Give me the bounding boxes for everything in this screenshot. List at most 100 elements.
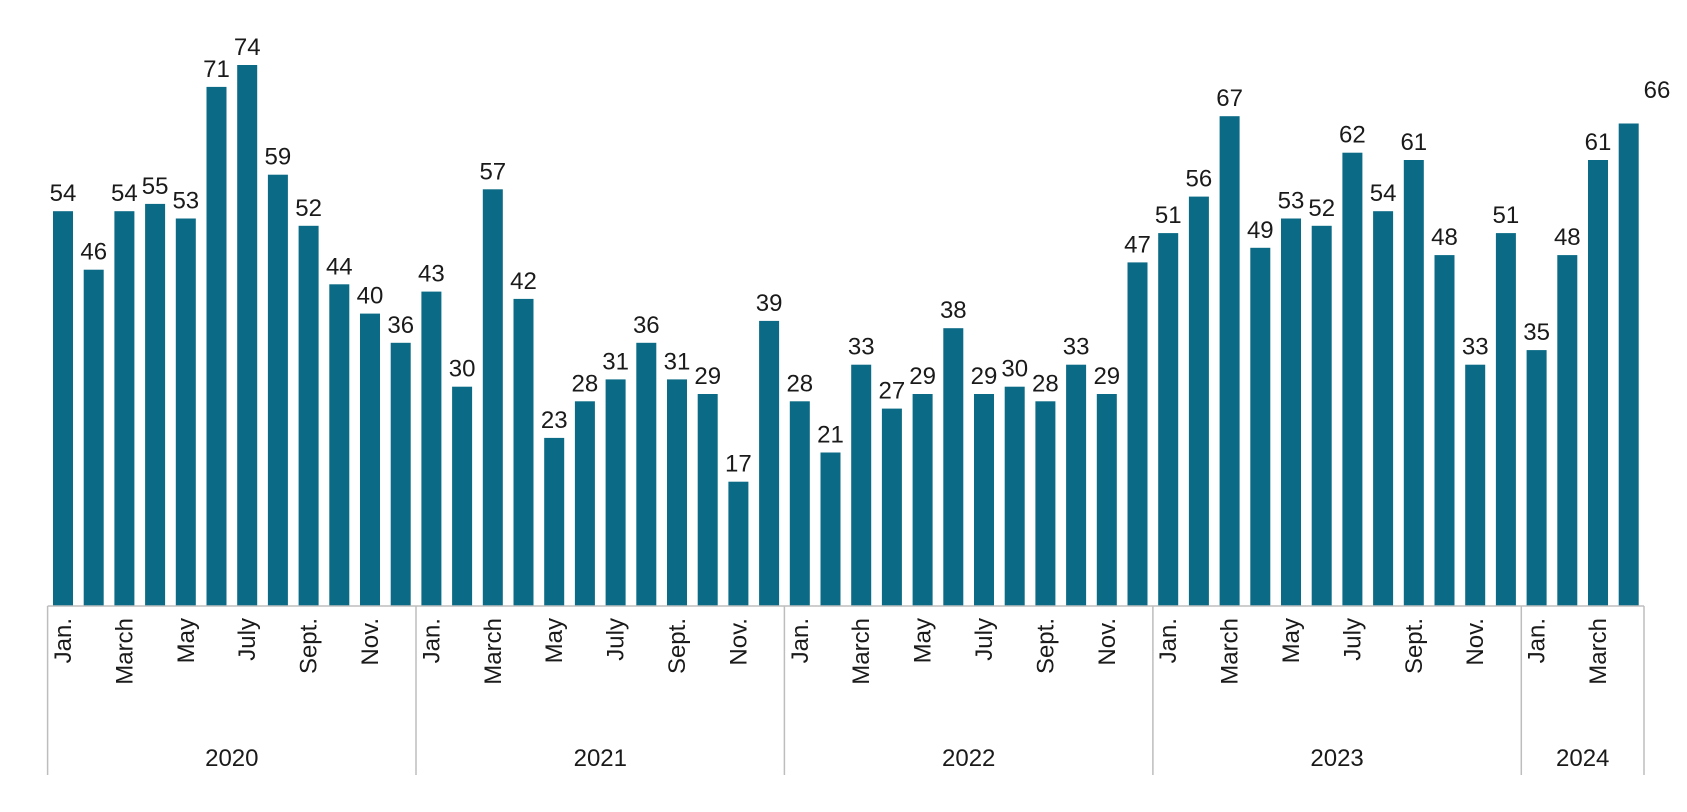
year-label: 2020: [205, 745, 258, 772]
bar: [1311, 225, 1332, 607]
value-label: 39: [756, 290, 783, 317]
bar: [237, 65, 258, 606]
month-labels-group: Jan. March May July Sept. Nov. Jan. March May Jul…: [50, 618, 1612, 685]
year-label: 2024: [1556, 745, 1609, 772]
bar: [1035, 401, 1056, 606]
bar: [759, 320, 780, 606]
bar: [544, 437, 565, 606]
bar: [1526, 350, 1547, 606]
value-label: 54: [1370, 180, 1397, 207]
bar: [851, 364, 872, 606]
value-label: 56: [1186, 166, 1213, 193]
bar: [1403, 160, 1424, 606]
value-label: 48: [1431, 224, 1458, 251]
value-label: 46: [80, 239, 107, 266]
value-label: 43: [418, 261, 445, 288]
bar: [789, 401, 810, 606]
bar: [421, 291, 442, 606]
bar: [114, 211, 135, 606]
value-label: 47: [1124, 231, 1151, 258]
bar: [1188, 196, 1209, 606]
value-label: 61: [1585, 129, 1612, 156]
bar: [1588, 160, 1608, 606]
value-label: 17: [725, 451, 752, 478]
bar: [1127, 262, 1148, 606]
value-label: 40: [357, 283, 384, 310]
month-label: Jan.: [1155, 618, 1182, 663]
month-label: Jan.: [1524, 618, 1551, 663]
value-label: 54: [50, 180, 77, 207]
bar: [1618, 123, 1639, 606]
bar: [728, 481, 749, 606]
month-label: July: [234, 618, 261, 661]
month-label: Sept.: [296, 618, 323, 674]
bar: [1373, 211, 1394, 606]
value-label: 33: [848, 334, 875, 361]
bar: [1557, 255, 1578, 606]
month-label: Sept.: [1401, 618, 1428, 674]
month-label: July: [971, 618, 998, 661]
month-label: March: [480, 618, 507, 685]
value-label: 71: [203, 56, 230, 83]
bar: [1158, 233, 1179, 606]
bar: [574, 401, 595, 606]
bar: [667, 379, 687, 606]
month-label: Sept.: [1032, 618, 1059, 674]
value-label: 53: [1278, 188, 1305, 215]
value-label: 44: [326, 253, 353, 280]
month-label: May: [910, 618, 937, 663]
year-label: 2023: [1310, 745, 1363, 772]
month-label: Nov.: [357, 618, 384, 666]
bar: [53, 211, 73, 606]
value-label: 52: [295, 195, 322, 222]
month-label: Nov.: [1094, 618, 1121, 666]
year-label: 2021: [574, 745, 627, 772]
month-label: March: [848, 618, 875, 685]
value-label: 62: [1339, 122, 1366, 149]
value-label: 74: [234, 34, 261, 61]
month-label: May: [173, 618, 200, 663]
month-label: July: [603, 618, 630, 661]
value-label: 67: [1216, 85, 1243, 112]
bars-group: [53, 65, 1639, 607]
month-label: May: [1278, 618, 1305, 663]
value-label: 51: [1155, 202, 1182, 229]
bar: [974, 394, 994, 606]
bar: [1281, 218, 1301, 606]
bar: [1219, 116, 1240, 606]
value-label: 31: [602, 348, 629, 375]
bar: [175, 218, 196, 606]
bar: [1096, 394, 1117, 606]
bar: [1250, 247, 1271, 607]
value-label: 33: [1063, 334, 1090, 361]
value-label: 31: [664, 348, 691, 375]
bar: [513, 298, 534, 606]
bar: [943, 328, 964, 606]
value-label: 49: [1247, 217, 1274, 244]
bar: [912, 394, 933, 606]
value-label: 51: [1493, 202, 1520, 229]
month-label: March: [1217, 618, 1244, 685]
bar: [881, 408, 902, 606]
bar: [145, 203, 166, 606]
value-label: 33: [1462, 334, 1489, 361]
bar: [360, 313, 380, 606]
value-label: 28: [1032, 370, 1059, 397]
bar: [820, 452, 841, 606]
bar: [452, 386, 473, 606]
bar: [1495, 233, 1516, 606]
value-label: 42: [510, 268, 537, 295]
value-label: 53: [172, 188, 199, 215]
bar: [1434, 255, 1455, 606]
bar: [267, 174, 288, 606]
value-label: 29: [909, 363, 936, 390]
month-label: Jan.: [787, 618, 814, 663]
month-label: March: [1585, 618, 1612, 685]
bar: [1465, 364, 1486, 606]
value-label: 30: [449, 356, 476, 383]
month-label: May: [541, 618, 568, 663]
value-label: 57: [479, 158, 506, 185]
value-label: 55: [142, 173, 169, 200]
